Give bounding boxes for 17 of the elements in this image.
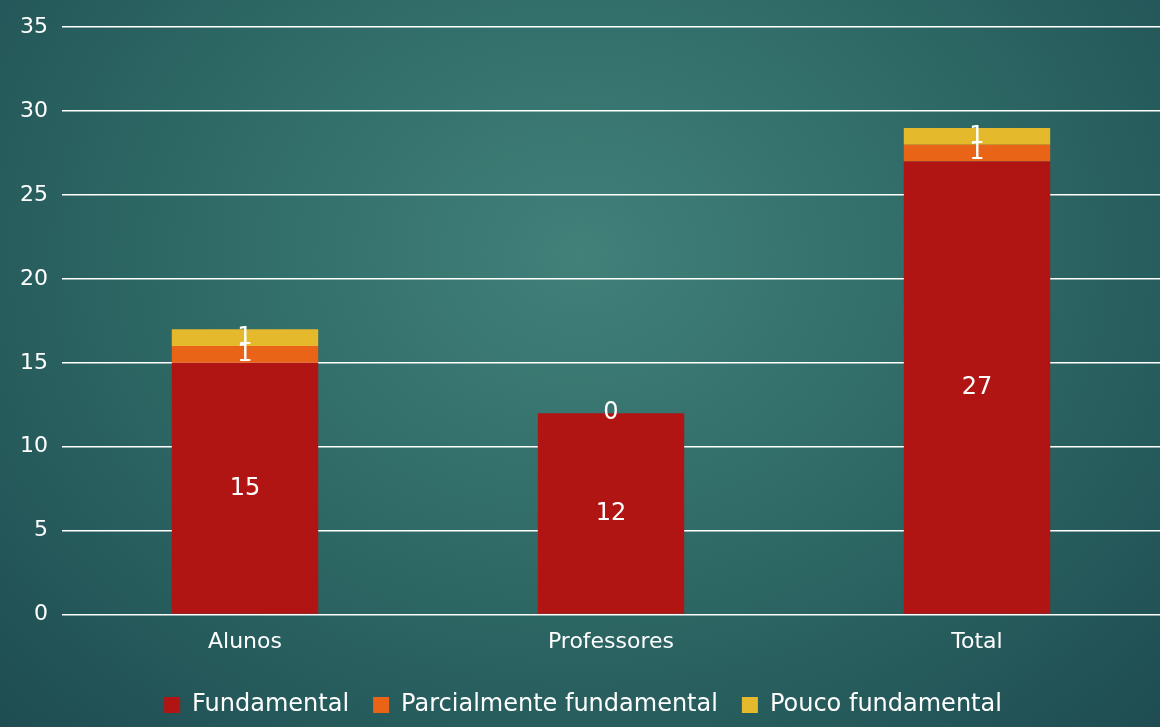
x-tick-label: Alunos <box>208 627 282 653</box>
y-tick-label: 0 <box>33 600 48 626</box>
x-tick-label: Professores <box>547 627 675 653</box>
y-tick-label: 35 <box>19 12 48 38</box>
y-tick-label: 15 <box>19 348 48 374</box>
legend-label: Pouco fundamental <box>769 689 1002 718</box>
legend-label: Fundamental <box>192 689 350 718</box>
y-tick-label: 5 <box>33 516 48 542</box>
x-tick-label: Total <box>950 627 1003 653</box>
y-tick-label: 20 <box>19 264 48 290</box>
data-label: 15 <box>229 472 261 501</box>
data-label: 12 <box>595 497 627 526</box>
y-tick-label: 10 <box>19 432 48 458</box>
data-label: 27 <box>961 371 993 400</box>
legend-label: Parcialmente fundamental <box>401 689 718 718</box>
y-tick-label: 30 <box>19 96 48 122</box>
y-tick-label: 25 <box>19 180 48 206</box>
